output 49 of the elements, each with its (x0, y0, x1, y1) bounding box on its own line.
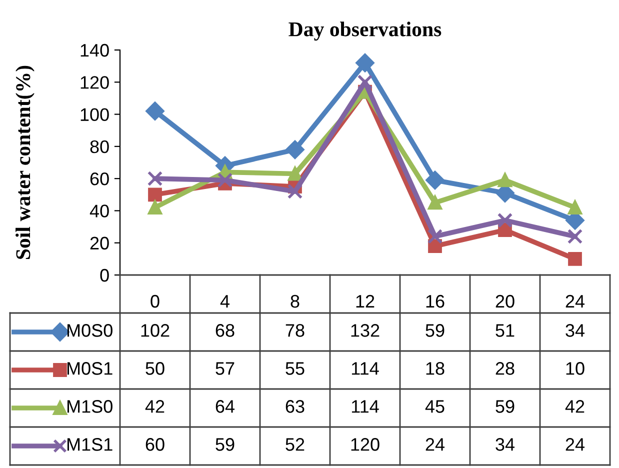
data-label: 114 (352, 400, 379, 413)
data-label: 51 (496, 324, 514, 337)
legend-label: M0S0 (67, 324, 112, 337)
data-label: 114 (352, 362, 379, 375)
x-tick-label: 0 (150, 294, 160, 308)
y-tick-label: 120 (80, 76, 109, 89)
y-axis-title: Soil water content(%) (16, 66, 34, 259)
y-tick-label: 0 (100, 268, 109, 282)
y-tick-label: 100 (80, 108, 109, 122)
x-tick-label: 20 (496, 294, 514, 308)
data-label: 42 (145, 400, 164, 413)
x-tick-label: 24 (566, 294, 585, 308)
data-label: 102 (141, 324, 170, 337)
data-label: 24 (426, 438, 445, 451)
data-label: 120 (351, 438, 380, 451)
x-tick-label: 12 (356, 294, 374, 308)
data-label: 63 (286, 400, 304, 413)
data-label: 60 (146, 438, 164, 451)
data-label: 34 (496, 438, 515, 451)
data-label: 64 (216, 400, 235, 413)
data-label: 55 (286, 362, 304, 375)
chart-title: Day observations (288, 22, 442, 41)
data-label: 18 (426, 362, 444, 375)
x-tick-label: 8 (290, 294, 300, 308)
data-label: 78 (286, 324, 304, 337)
data-label: 24 (566, 438, 585, 451)
y-tick-label: 80 (90, 140, 109, 154)
data-label: 10 (566, 362, 584, 375)
data-label: 57 (216, 362, 234, 375)
data-label: 50 (146, 362, 164, 375)
y-tick-label: 140 (80, 44, 109, 57)
data-label: 59 (216, 438, 234, 451)
data-label: 34 (566, 324, 585, 337)
data-label: 59 (496, 400, 514, 413)
y-tick-label: 20 (90, 236, 109, 250)
data-label: 52 (286, 438, 304, 451)
data-label: 59 (426, 324, 444, 337)
x-tick-label: 16 (426, 294, 444, 308)
y-tick-label: 60 (90, 172, 109, 186)
data-label: 45 (425, 400, 444, 413)
x-tick-label: 4 (220, 295, 230, 308)
data-label: 132 (351, 324, 380, 337)
data-label: 68 (216, 324, 234, 337)
legend-label: M1S1 (67, 438, 112, 451)
legend-label: M0S1 (67, 362, 112, 375)
data-label: 42 (565, 400, 584, 413)
y-tick-label: 40 (90, 204, 109, 218)
data-label: 28 (496, 362, 514, 375)
legend-label: M1S0 (67, 400, 112, 413)
